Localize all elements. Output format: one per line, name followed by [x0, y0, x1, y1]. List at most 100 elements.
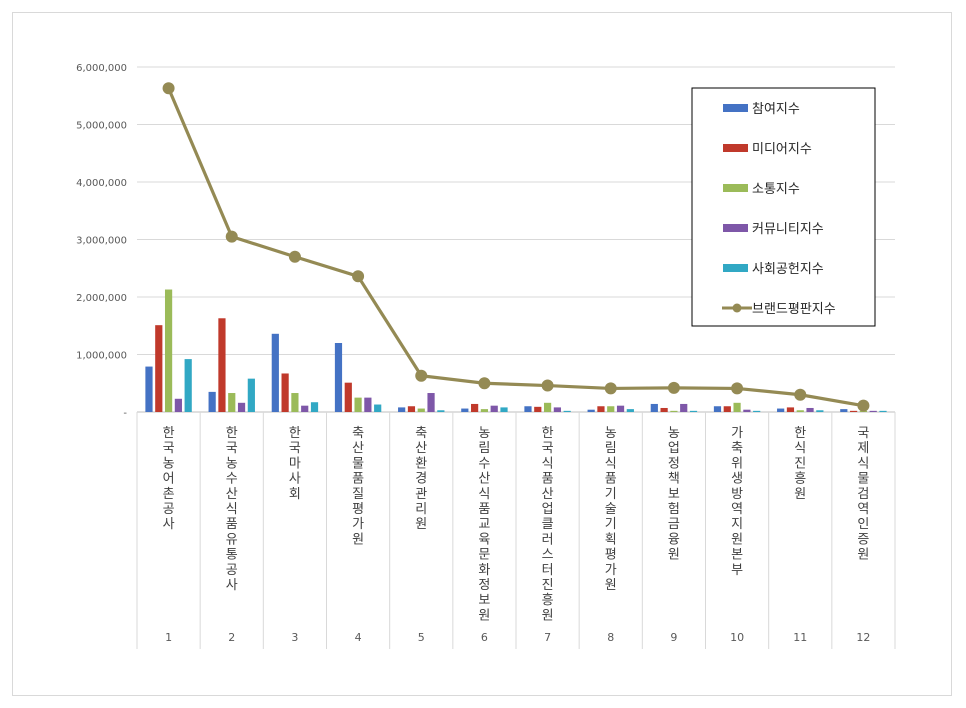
- chart-frame: 6,000,000 5,000,000 4,000,000 3,000,000 2,00…: [12, 12, 952, 696]
- bar: [626, 409, 634, 412]
- bar: [334, 343, 343, 412]
- rank-label: 1: [165, 631, 172, 644]
- bar: [417, 408, 425, 412]
- bar: [587, 409, 595, 412]
- line-point: [667, 381, 680, 394]
- x-axis: 한 국 농 어 촌 공 사 1 한 국 농 수 산 식 품 유 통 공 사 2 한 국 마 사 회 3 축 산 물 품 질 평 가 원 4 축 산 환 경 관…: [136, 412, 896, 649]
- bar: [840, 409, 848, 412]
- rank-label: 6: [481, 631, 488, 644]
- bar: [461, 408, 469, 412]
- bar: [344, 382, 352, 412]
- y-axis: 6,000,000 5,000,000 4,000,000 3,000,000 2,00…: [76, 63, 127, 419]
- line-point: [288, 250, 301, 263]
- bar: [281, 373, 289, 412]
- bar: [670, 410, 678, 412]
- bar: [524, 406, 532, 412]
- bar: [879, 410, 887, 412]
- bars: [145, 289, 887, 412]
- bar: [145, 366, 153, 412]
- bar: [354, 397, 362, 412]
- bar: [471, 403, 479, 412]
- legend-label: 참여지수: [752, 102, 800, 117]
- legend-swatch: [723, 224, 748, 232]
- rank-label: 5: [418, 631, 425, 644]
- rank-label: 2: [228, 631, 235, 644]
- bar: [660, 407, 668, 412]
- line-point: [225, 230, 238, 243]
- bar: [155, 325, 163, 412]
- bar: [247, 378, 255, 412]
- rank-label: 7: [544, 631, 551, 644]
- bar: [753, 410, 761, 412]
- legend-label: 소통지수: [752, 182, 800, 197]
- bar: [398, 407, 406, 412]
- line-point: [731, 382, 744, 395]
- line-point: [162, 82, 175, 95]
- bar: [869, 410, 877, 412]
- bar: [850, 410, 858, 412]
- rank-label: 9: [670, 631, 677, 644]
- legend-swatch: [723, 264, 748, 272]
- chart-svg: 6,000,000 5,000,000 4,000,000 3,000,000 2,00…: [76, 63, 896, 649]
- bar: [607, 406, 615, 412]
- bar: [616, 405, 625, 412]
- bar: [777, 408, 785, 412]
- legend-label: 미디어지수: [752, 142, 812, 157]
- bar: [534, 406, 542, 412]
- bar: [743, 409, 751, 412]
- bar: [228, 393, 236, 412]
- y-tick-label: 5,000,000: [76, 121, 127, 132]
- bar: [500, 407, 508, 412]
- legend-swatch: [723, 144, 748, 152]
- rank-label: 12: [856, 631, 870, 644]
- bar: [301, 405, 309, 412]
- bar: [723, 406, 731, 412]
- bar: [713, 406, 722, 412]
- rank-label: 4: [355, 631, 362, 644]
- y-tick-label: -: [123, 408, 127, 419]
- bar: [490, 405, 498, 412]
- bar: [407, 406, 416, 412]
- line-point: [352, 270, 365, 283]
- y-tick-label: 2,000,000: [76, 293, 127, 304]
- bar: [563, 410, 571, 412]
- bar: [553, 407, 561, 412]
- brand-index-line: [162, 82, 870, 412]
- bar: [796, 410, 804, 412]
- legend-swatch: [723, 184, 748, 192]
- bar: [437, 410, 445, 412]
- bar: [427, 393, 435, 412]
- rank-label: 3: [291, 631, 298, 644]
- bar: [597, 406, 605, 412]
- bar: [733, 402, 741, 412]
- bar: [689, 410, 698, 412]
- legend-label: 커뮤니티지수: [752, 222, 824, 237]
- bar: [480, 409, 489, 412]
- bar: [184, 359, 192, 412]
- bar: [364, 397, 372, 412]
- line-point: [794, 388, 807, 401]
- bar: [543, 402, 552, 412]
- bar: [786, 407, 795, 412]
- bar: [208, 391, 216, 412]
- legend-label: 사회공헌지수: [752, 262, 824, 277]
- line-point: [415, 369, 428, 382]
- legend-swatch-marker: [732, 303, 742, 313]
- rank-label: 11: [793, 631, 807, 644]
- bar: [310, 402, 319, 412]
- bar: [237, 402, 246, 412]
- bar: [218, 318, 226, 412]
- bar: [174, 398, 182, 412]
- bar: [271, 333, 279, 412]
- bar: [164, 289, 173, 412]
- line-point: [604, 382, 617, 395]
